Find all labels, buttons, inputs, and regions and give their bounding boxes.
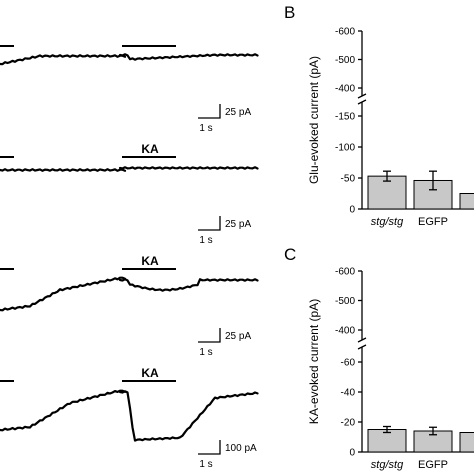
trace-right <box>118 53 259 61</box>
y-axis-label: Glu-evoked current (pA) <box>307 56 321 184</box>
y-tick-label: -150 <box>335 112 355 123</box>
scale-bar-time-label: 1 s <box>199 123 212 134</box>
scale-bar-lines <box>198 328 221 343</box>
trace-row-1: 25 pA 1 s <box>0 45 259 134</box>
stimulus-label: KA <box>141 366 159 380</box>
y-axis-label: KA-evoked current (pA) <box>307 299 321 424</box>
scale-bar: 25 pA 1 s <box>198 328 251 358</box>
trace-left <box>0 54 127 66</box>
trace-left <box>0 276 127 312</box>
y-tick-label: -600 <box>335 267 355 278</box>
axis-break-mark <box>357 93 367 99</box>
bar-3 <box>459 193 474 210</box>
scale-bar-lines <box>198 216 221 231</box>
panel-c-ka-chart: CKA-evoked current (pA)-600-500-400-60-4… <box>284 245 474 471</box>
x-tick-label: stg/stg <box>371 216 404 228</box>
axis-break-mark <box>357 337 367 343</box>
x-tick-label: EGFP <box>418 216 448 228</box>
scale-bar: 100 pA 1 s <box>198 440 257 470</box>
scale-bar: 25 pA 1 s <box>198 104 251 134</box>
y-tick-label: -60 <box>341 358 356 369</box>
x-tick-label: stg/stg <box>371 459 404 471</box>
axis-break-mark <box>357 344 367 350</box>
axis-break-mark <box>357 99 367 105</box>
panel-letter: B <box>284 3 295 22</box>
scale-bar-current-label: 25 pA <box>225 331 251 342</box>
scale-bar-time-label: 1 s <box>199 459 212 470</box>
scale-bar-lines <box>198 104 221 119</box>
panel-letter: C <box>284 245 296 264</box>
current-traces: 25 pA 1 s KA 25 pA 1 s KA 25 pA 1 s KA 100 pA 1 s <box>0 45 259 470</box>
trace-row-3: KA 25 pA 1 s <box>0 254 259 358</box>
stimulus-label: KA <box>141 142 159 156</box>
trace-right <box>118 278 259 292</box>
y-tick-label: 0 <box>349 205 355 216</box>
y-tick-label: -400 <box>335 84 355 95</box>
trace-left <box>0 168 127 172</box>
y-tick-label: -500 <box>335 296 355 307</box>
y-tick-label: 0 <box>349 448 355 459</box>
scale-bar: 25 pA 1 s <box>198 216 251 246</box>
scale-bar-current-label: 25 pA <box>225 219 251 230</box>
y-tick-label: -50 <box>341 174 356 185</box>
y-tick-label: -400 <box>335 326 355 337</box>
y-tick-label: -20 <box>341 418 356 429</box>
trace-left <box>0 389 127 432</box>
scale-bar-lines <box>198 440 221 455</box>
bar-3 <box>459 432 474 453</box>
trace-right <box>118 166 259 170</box>
trace-row-2: KA 25 pA 1 s <box>0 142 259 246</box>
x-tick-label: EGFP <box>418 459 448 471</box>
scale-bar-current-label: 100 pA <box>225 443 257 454</box>
scale-bar-time-label: 1 s <box>199 235 212 246</box>
y-tick-label: -40 <box>341 388 356 399</box>
stimulus-label: KA <box>141 254 159 268</box>
trace-right <box>118 390 259 442</box>
scale-bar-current-label: 25 pA <box>225 107 251 118</box>
y-tick-label: -600 <box>335 27 355 38</box>
y-tick-label: -500 <box>335 55 355 66</box>
trace-row-4: KA 100 pA 1 s <box>0 366 259 470</box>
scale-bar-time-label: 1 s <box>199 347 212 358</box>
y-tick-label: -100 <box>335 143 355 154</box>
